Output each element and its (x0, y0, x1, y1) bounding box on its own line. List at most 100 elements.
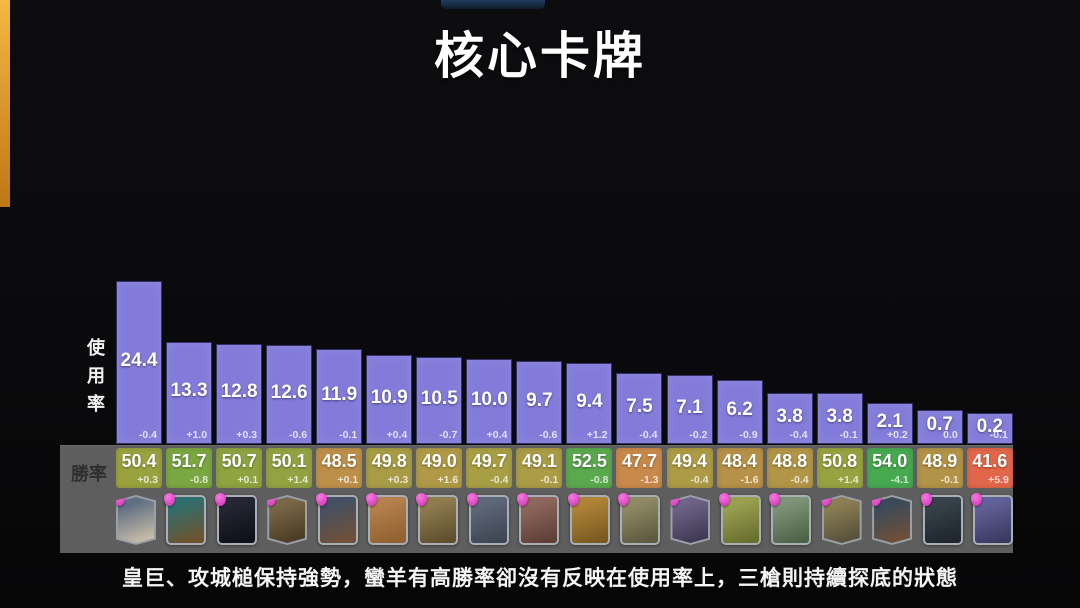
win-rate-value: 48.4 (722, 451, 758, 471)
usage-value: 24.4 (120, 349, 158, 371)
win-rate-change: +0.1 (237, 474, 259, 486)
page-title: 核心卡牌 (434, 28, 646, 84)
card-icon (618, 493, 661, 545)
card-art (521, 497, 558, 543)
win-rate-tile: 48.8 -0.4 (766, 448, 813, 488)
usage-value: 10.9 (370, 386, 408, 408)
card-icon (164, 493, 207, 545)
usage-change: +0.2 (886, 429, 908, 441)
card-art (168, 497, 205, 543)
win-rate-tile: 50.7 +0.1 (216, 448, 263, 488)
usage-bar: 7.1 -0.2 (666, 375, 713, 444)
win-rate-value: 48.8 (772, 451, 808, 471)
usage-value: 9.7 (526, 389, 553, 411)
card-art (672, 497, 709, 543)
card-icon (214, 493, 257, 545)
usage-rate-axis-label: 使 用 率 (87, 338, 105, 414)
usage-change: -0.4 (138, 429, 157, 441)
elixir-drop-icon (267, 495, 277, 506)
left-accent-stripe (0, 0, 10, 207)
card-icon (718, 493, 761, 545)
card-icon (821, 495, 862, 545)
win-rate-value: 49.7 (471, 451, 507, 471)
elixir-drop-icon (567, 493, 579, 506)
commentary-caption: 皇巨、攻城槌保持強勢，蠻羊有高勝率卻沒有反映在使用率上，三槍則持續探底的狀態 (122, 567, 958, 590)
card-art (823, 497, 860, 543)
usage-value: 10.0 (470, 388, 508, 410)
card-art (622, 497, 659, 543)
win-rate-change: +0.3 (387, 474, 409, 486)
win-rate-tile: 41.6 +5.9 (966, 448, 1013, 488)
card-icon (769, 493, 812, 545)
usage-bar: 3.8 -0.4 (766, 393, 813, 444)
win-rate-tile: 51.7 -0.8 (166, 448, 213, 488)
win-rate-value: 47.7 (621, 451, 657, 471)
win-rate-tile: 50.4 +0.3 (116, 448, 162, 488)
win-rate-change: -0.4 (790, 474, 809, 486)
win-rate-value: 49.4 (671, 451, 708, 471)
usage-value: 0.7 (926, 413, 953, 435)
win-rate-change: +0.1 (337, 474, 359, 486)
elixir-drop-icon (517, 493, 529, 506)
usage-change: -0.9 (739, 429, 758, 441)
card-icon (970, 493, 1013, 545)
usage-value: 6.2 (726, 398, 753, 420)
card-icon (366, 493, 409, 545)
card-art (874, 497, 911, 543)
usage-bar: 13.3 +1.0 (166, 342, 213, 444)
win-rate-change: -4.1 (890, 474, 909, 486)
elixir-drop-icon (718, 493, 730, 506)
card-art (420, 497, 457, 543)
win-rate-tile: 49.4 -0.4 (666, 448, 713, 488)
usage-bar: 10.9 +0.4 (366, 355, 413, 444)
card-icon (315, 493, 358, 545)
win-rate-change: -0.4 (490, 474, 509, 486)
usage-value: 7.1 (676, 396, 703, 418)
usage-change: -0.7 (439, 429, 458, 441)
card-art (722, 497, 759, 543)
win-rate-value: 41.6 (972, 451, 1008, 471)
card-art (924, 497, 961, 543)
win-rate-tile: 54.0 -4.1 (866, 448, 913, 488)
win-rate-value: 50.4 (121, 451, 157, 471)
win-rate-change: +1.4 (287, 474, 309, 486)
win-rate-tile: 52.5 -0.8 (566, 448, 613, 488)
usage-value: 13.3 (170, 379, 208, 401)
usage-bar: 7.5 -0.4 (616, 373, 663, 444)
win-rate-tile: 50.1 +1.4 (266, 448, 313, 488)
usage-change: -0.1 (989, 429, 1008, 441)
win-rate-value: 51.7 (171, 451, 207, 471)
card-art (773, 497, 810, 543)
card-art (218, 497, 255, 543)
usage-change: -0.2 (689, 429, 708, 441)
usage-value: 0.2 (976, 415, 1003, 437)
cropped-top-element (441, 0, 545, 9)
usage-bar: 9.7 -0.6 (516, 361, 563, 444)
stats-band: 勝率 50.4 +0.3 51.7 -0.8 50.7 +0.1 50.1 +1.4 48.5 +… (60, 445, 1013, 553)
usage-change: +0.3 (236, 429, 258, 441)
usage-bar: 11.9 -0.1 (316, 349, 363, 444)
elixir-drop-icon (366, 493, 378, 506)
win-rate-value: 50.7 (221, 451, 257, 471)
win-rate-change: -0.8 (189, 474, 209, 486)
elixir-drop-icon (872, 495, 882, 506)
win-rate-change: +5.9 (988, 474, 1009, 486)
win-rate-change: -0.8 (590, 474, 609, 486)
win-rate-tile: 50.8 +1.4 (816, 448, 863, 488)
win-rate-value: 54.0 (872, 451, 908, 471)
elixir-drop-icon (618, 493, 630, 506)
card-icon (872, 495, 913, 545)
win-rate-value: 49.8 (371, 451, 407, 471)
card-icon (670, 495, 711, 545)
elixir-drop-icon (315, 493, 327, 506)
usage-change: -0.6 (539, 429, 558, 441)
win-rate-tile: 49.1 -0.1 (516, 448, 563, 488)
elixir-drop-icon (214, 493, 226, 506)
usage-change: 0.0 (943, 429, 958, 441)
win-rate-change: +0.3 (137, 474, 158, 486)
elixir-drop-icon (416, 493, 428, 506)
win-rate-tile: 49.7 -0.4 (466, 448, 513, 488)
usage-value: 3.8 (826, 405, 853, 427)
usage-change: -0.1 (339, 429, 358, 441)
win-rate-tile: 49.0 +1.6 (416, 448, 463, 488)
